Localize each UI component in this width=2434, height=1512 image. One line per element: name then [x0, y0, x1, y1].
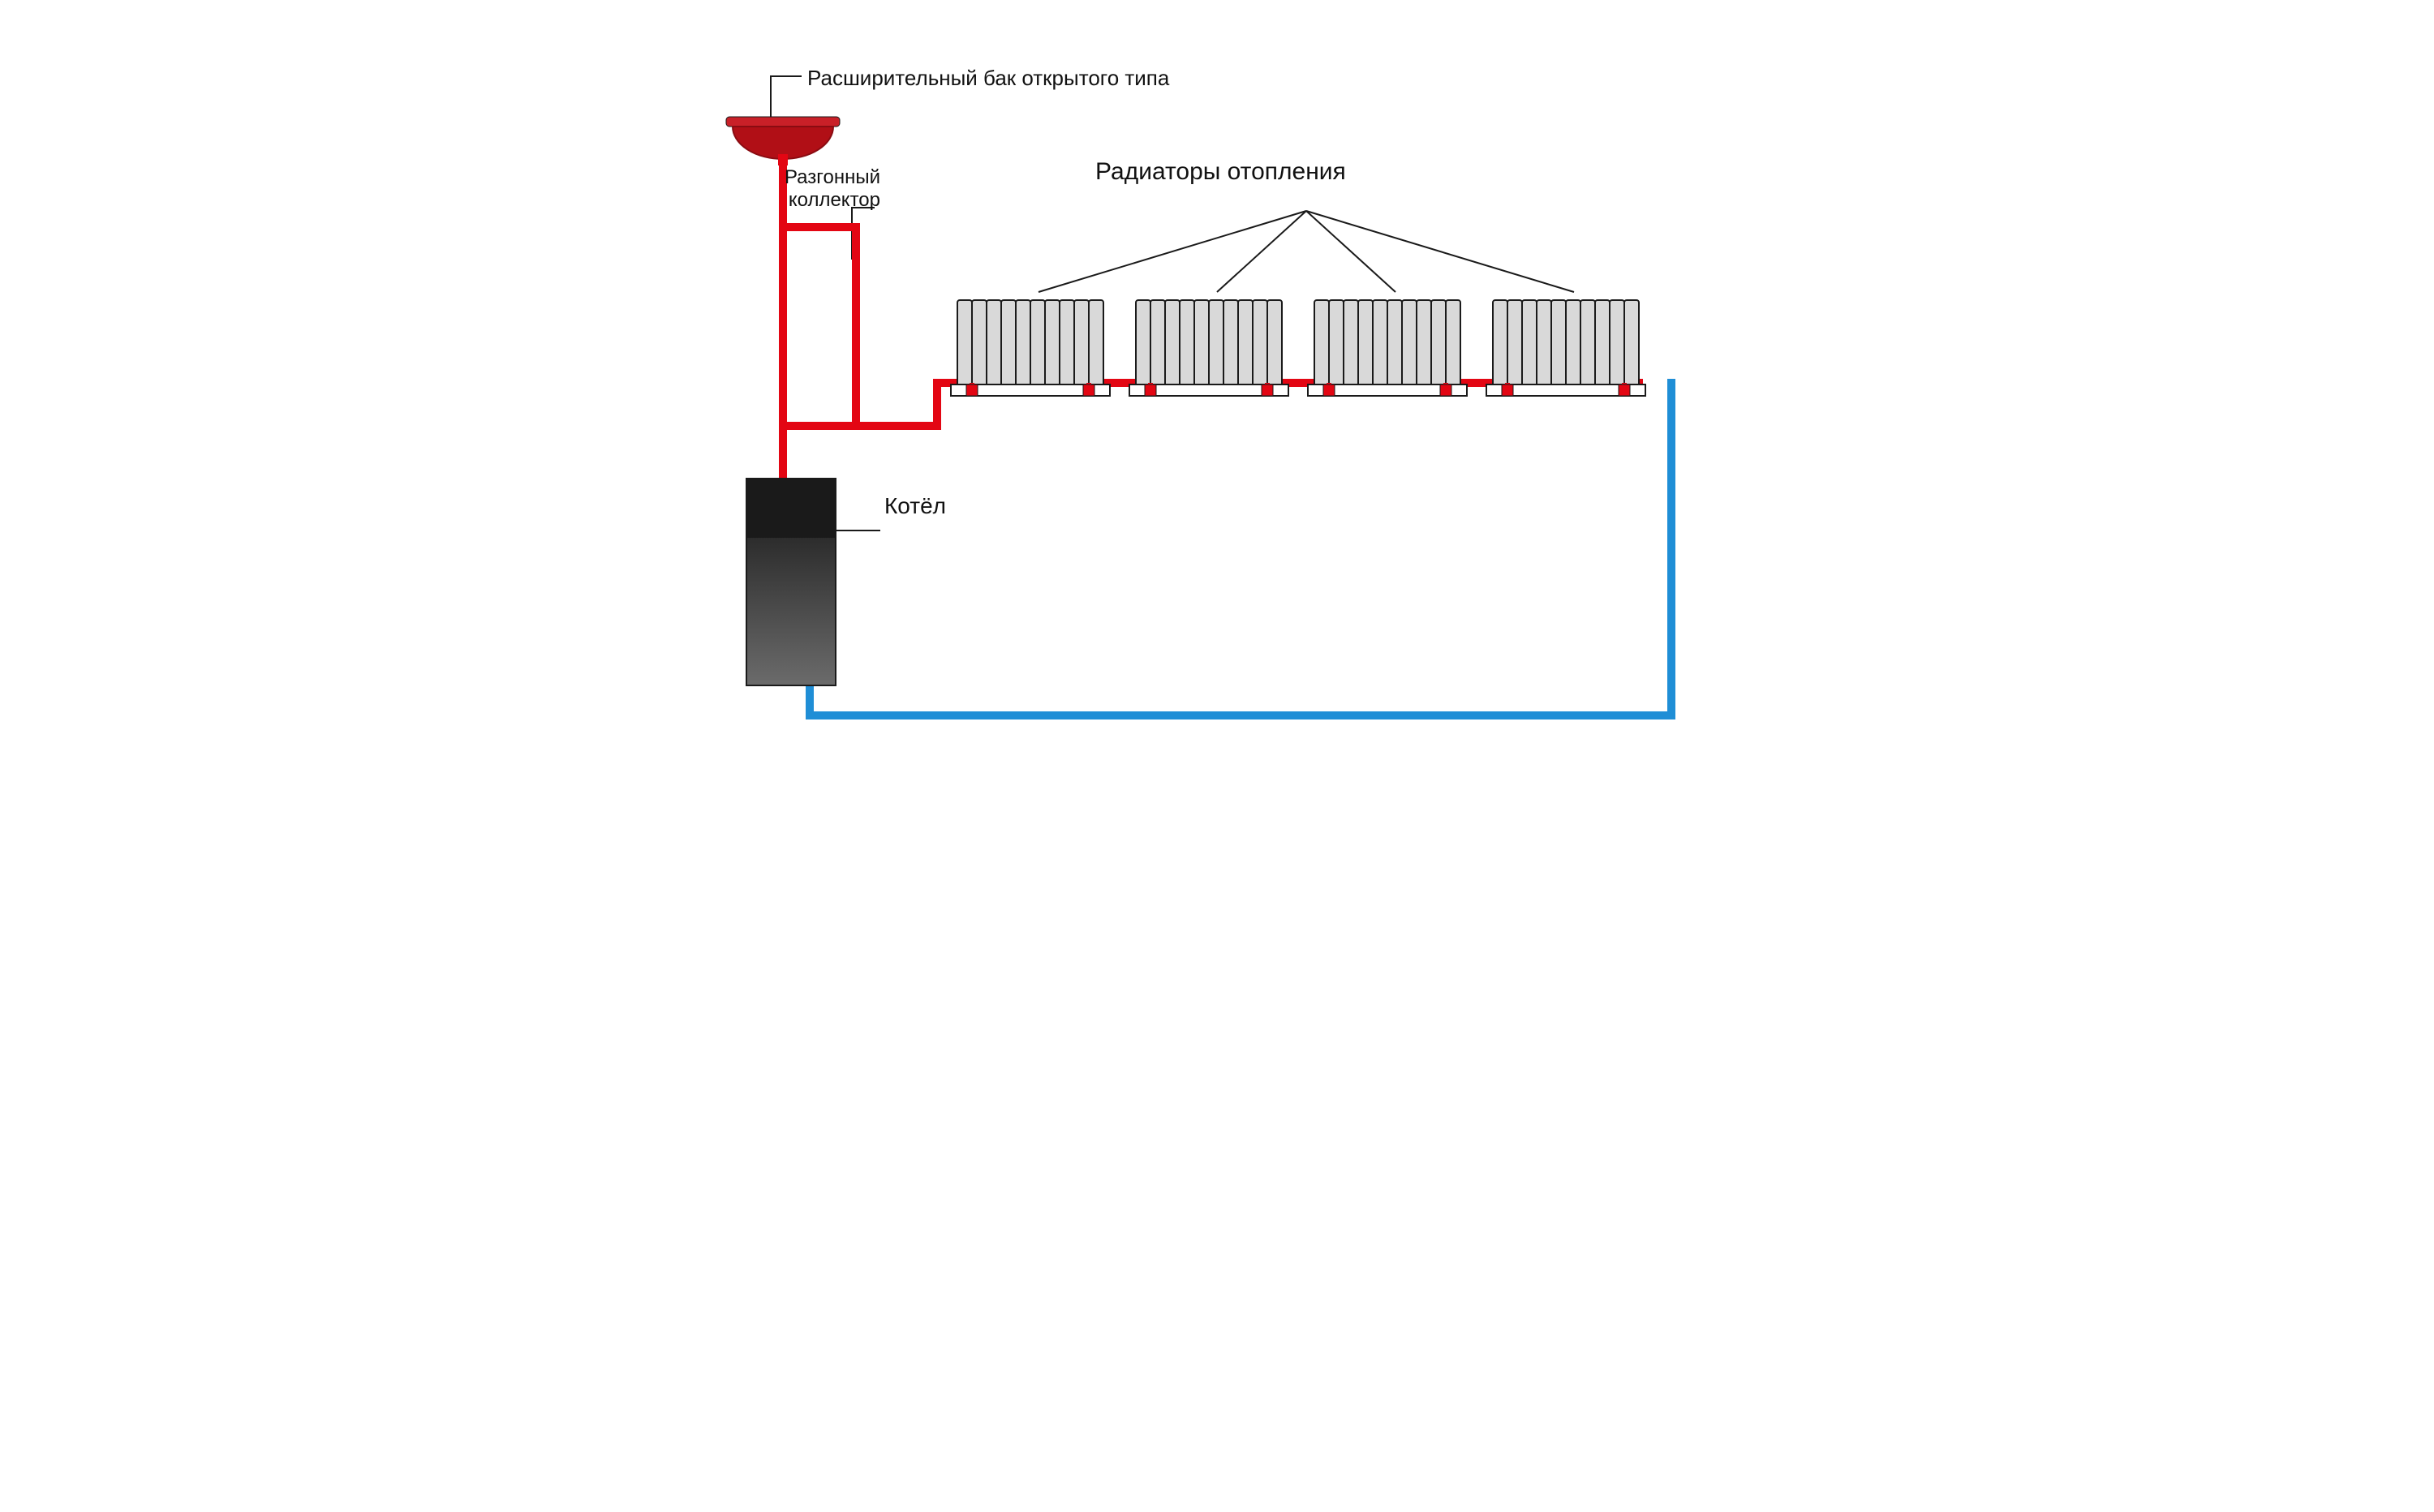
valve-icon	[1440, 384, 1451, 396]
label-expansion-tank: Расширительный бак открытого типа	[807, 67, 1169, 91]
radiator-4	[1486, 300, 1645, 396]
radiator-2	[1129, 300, 1288, 396]
diagram-svg	[608, 0, 1826, 756]
valve-icon	[1323, 384, 1335, 396]
label-boiler: Котёл	[884, 493, 946, 519]
radiator-3	[1308, 300, 1467, 396]
heating-diagram: Расширительный бак открытого типа Разгон…	[608, 0, 1826, 756]
valve-icon	[1145, 384, 1156, 396]
valve-icon	[1083, 384, 1094, 396]
cold-pipes	[810, 383, 1671, 715]
label-riser: Разгонный коллектор	[785, 166, 880, 211]
boiler-icon	[746, 479, 836, 685]
valve-icon	[1262, 384, 1273, 396]
radiator-1	[951, 300, 1110, 396]
expansion-tank-icon	[726, 117, 840, 165]
valve-icon	[1502, 384, 1513, 396]
label-radiators-title: Радиаторы отопления	[1095, 158, 1346, 187]
valve-icon	[1619, 384, 1630, 396]
valve-icon	[966, 384, 978, 396]
